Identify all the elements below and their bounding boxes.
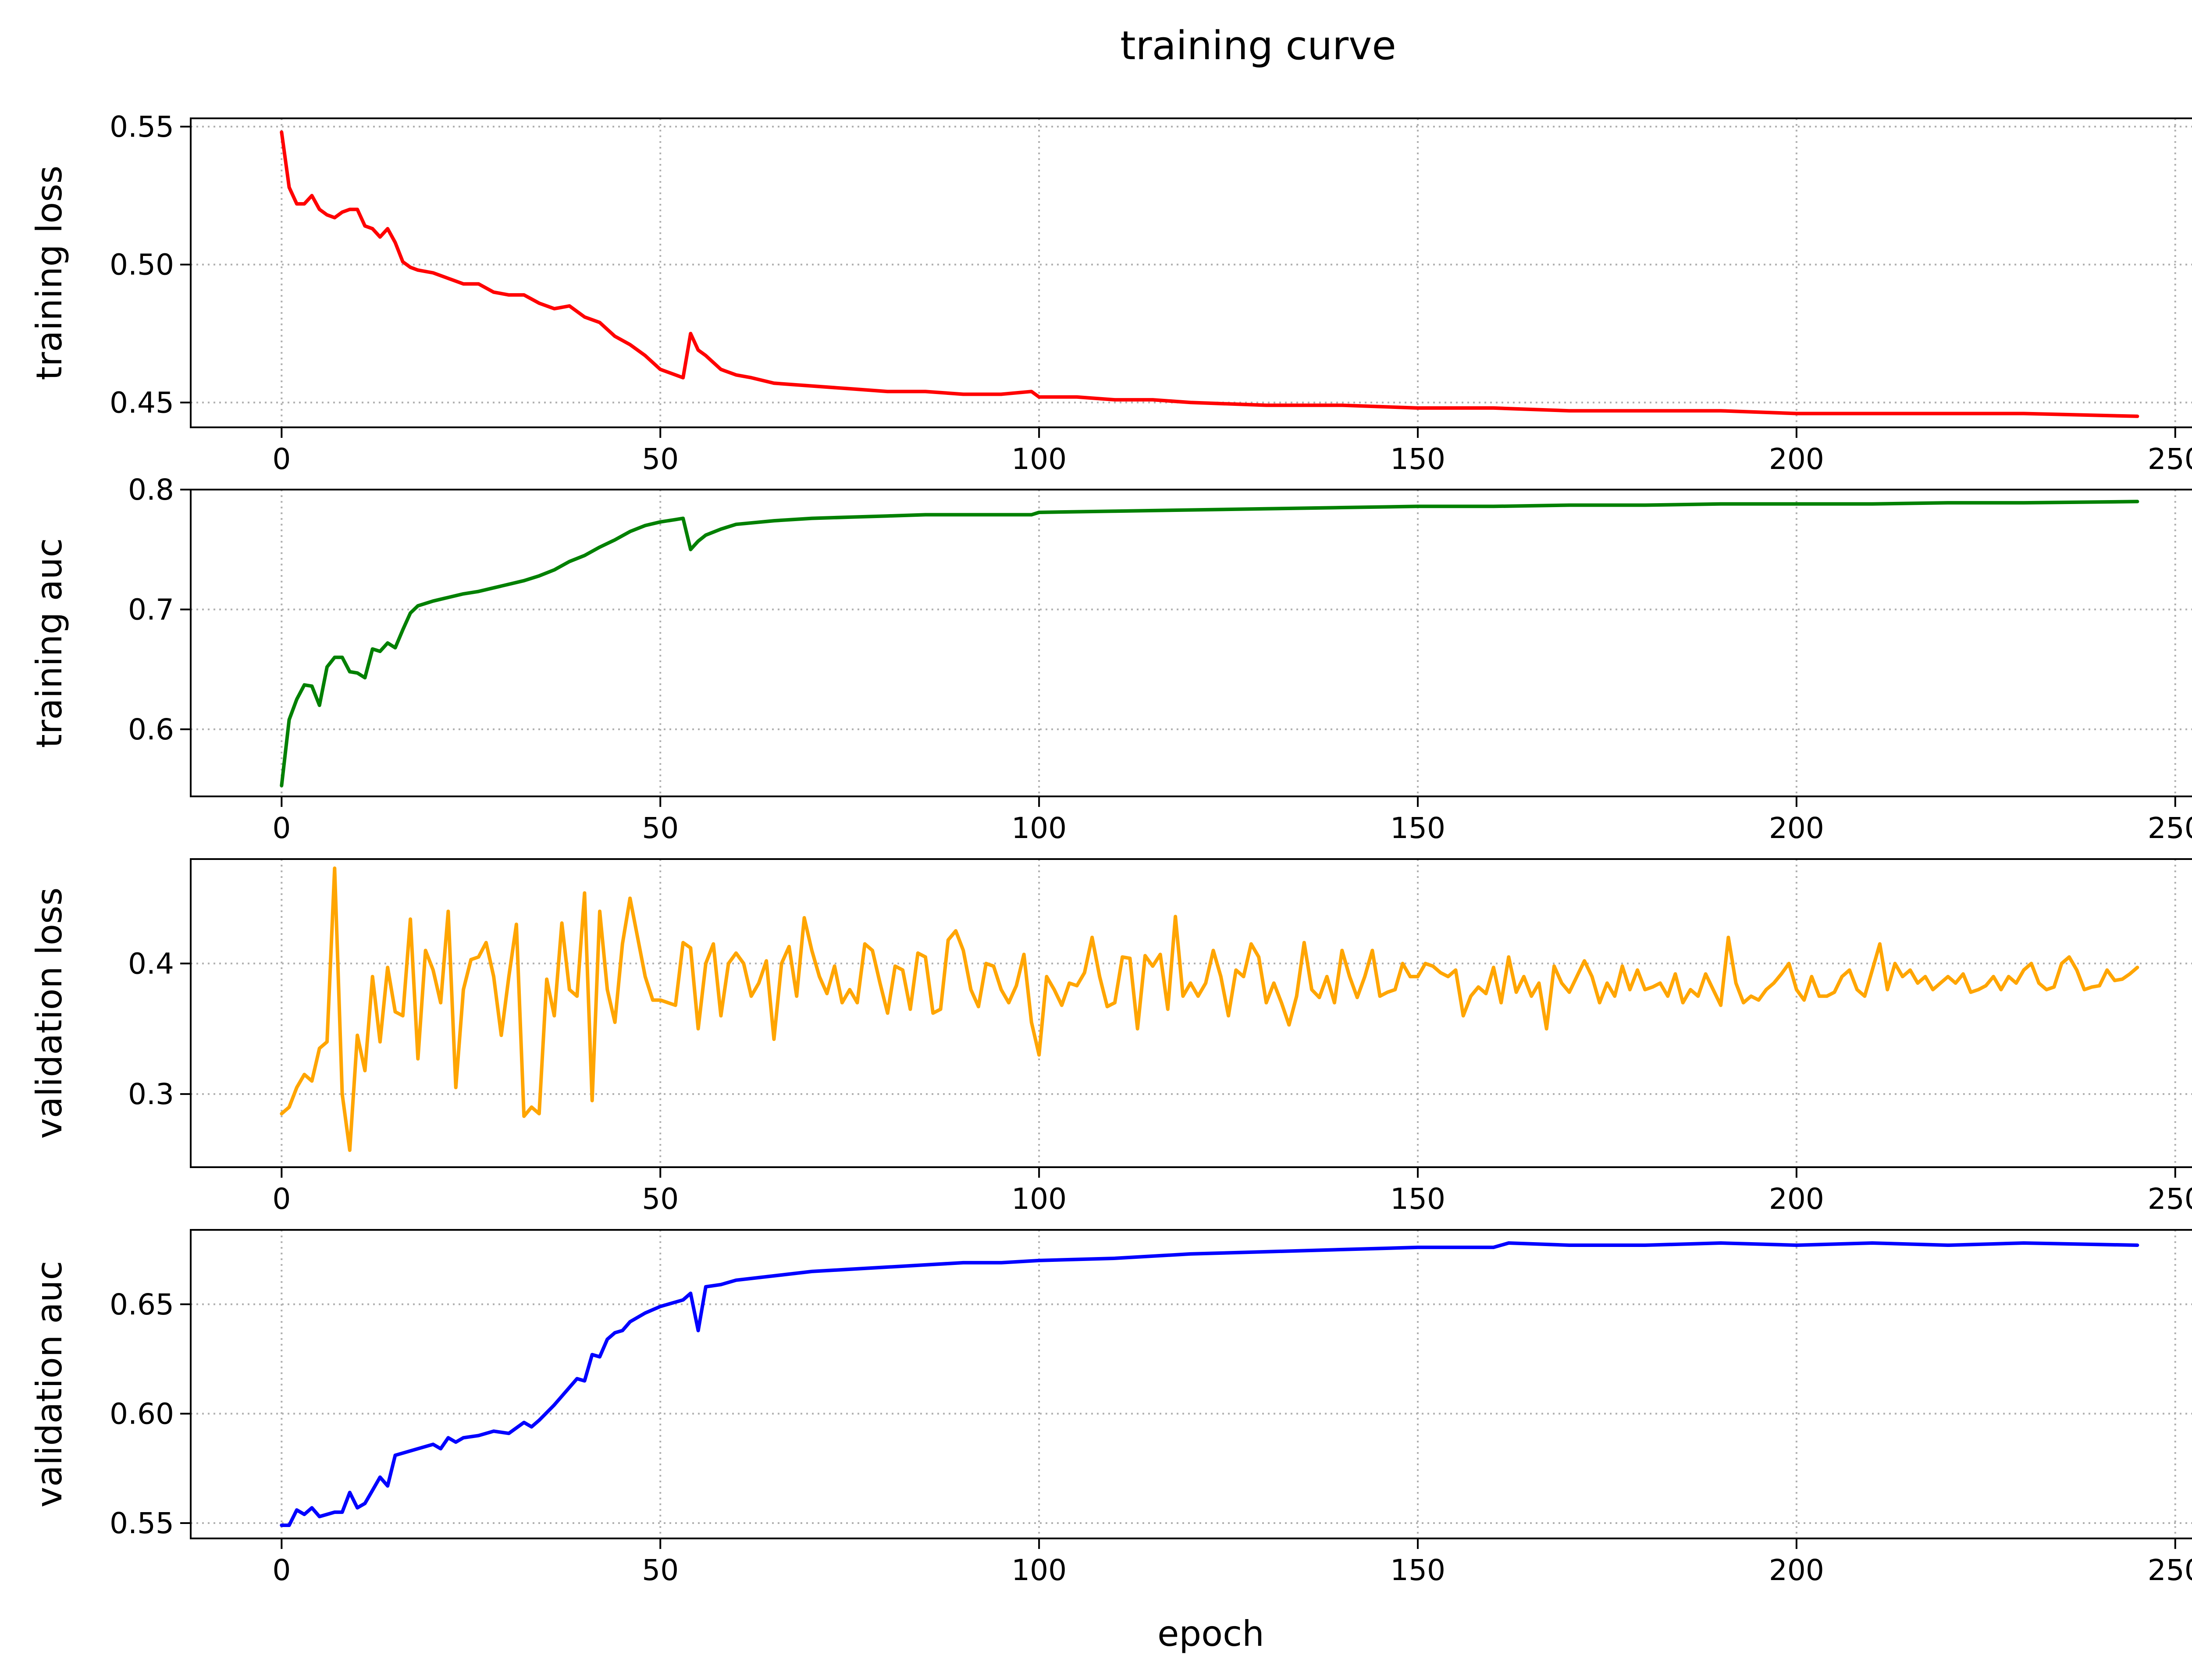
x-tick-label: 50: [642, 442, 679, 476]
y-tick-label: 0.50: [110, 248, 174, 282]
series-line-1: [280, 130, 2139, 418]
x-tick-label: 200: [1769, 811, 1824, 845]
y-tick-label: 0.45: [110, 386, 174, 419]
y-tick-label: 0.6: [128, 713, 174, 746]
axes-frame: [190, 1229, 2192, 1539]
x-tick-label: 50: [642, 1553, 679, 1587]
y-tick-label: 0.3: [128, 1077, 174, 1111]
axes-frame: [190, 858, 2192, 1168]
x-tick-label: 200: [1769, 442, 1824, 476]
series-line-1: [280, 1241, 2139, 1527]
x-tick-label: 250: [2148, 1553, 2192, 1587]
subplot-3: 0 50 100 150 200 250 0.3 0.4 validation loss: [29, 858, 2192, 1216]
x-tick-label: 50: [642, 811, 679, 845]
x-tick-label: 200: [1769, 1182, 1824, 1216]
y-axis-label: training auc: [29, 538, 70, 748]
y-tick-label: 0.65: [110, 1288, 174, 1321]
y-tick-label: 0.55: [110, 1506, 174, 1540]
x-tick-label: 50: [642, 1182, 679, 1216]
x-tick-label: 200: [1769, 1553, 1824, 1587]
x-tick-label: 150: [1390, 1553, 1445, 1587]
x-tick-label: 250: [2148, 811, 2192, 845]
x-tick-label: 100: [1011, 811, 1067, 845]
subplot-panels: 0 50 100 150 200 250 0.45 0.50 0.55 training loss…: [29, 110, 2192, 1587]
x-tick-label: 0: [272, 811, 291, 845]
x-tick-label: 250: [2148, 1182, 2192, 1216]
x-tick-label: 0: [272, 442, 291, 476]
y-tick-label: 0.60: [110, 1397, 174, 1431]
x-tick-label: 100: [1011, 1182, 1067, 1216]
y-axis-label: validation auc: [29, 1261, 70, 1507]
x-tick-label: 100: [1011, 442, 1067, 476]
subplot-1: 0 50 100 150 200 250 0.45 0.50 0.55 training loss: [29, 110, 2192, 476]
subplot-2: 0 50 100 150 200 250 0.6 0.7 0.8 training auc: [29, 473, 2192, 845]
axes-frame: [190, 489, 2192, 797]
y-tick-label: 0.4: [128, 947, 174, 980]
x-tick-label: 100: [1011, 1553, 1067, 1587]
y-axis-label: training loss: [29, 166, 70, 380]
y-axis-label: validation loss: [29, 888, 70, 1139]
y-tick-label: 0.55: [110, 110, 174, 144]
y-tick-label: 0.8: [128, 473, 174, 507]
figure-title: training curve: [1120, 23, 1396, 69]
subplot-4: 0 50 100 150 200 250 0.55 0.60 0.65 validation au…: [29, 1229, 2192, 1587]
x-tick-label: 150: [1390, 1182, 1445, 1216]
x-tick-label: 150: [1390, 811, 1445, 845]
axes-frame: [190, 117, 2192, 428]
x-tick-label: 0: [272, 1553, 291, 1587]
series-line-1: [280, 866, 2139, 1152]
series-line-1: [280, 500, 2139, 788]
y-tick-label: 0.7: [128, 593, 174, 626]
x-axis-label: epoch: [1157, 1613, 1264, 1654]
x-tick-label: 250: [2148, 442, 2192, 476]
x-tick-label: 150: [1390, 442, 1445, 476]
x-tick-label: 0: [272, 1182, 291, 1216]
